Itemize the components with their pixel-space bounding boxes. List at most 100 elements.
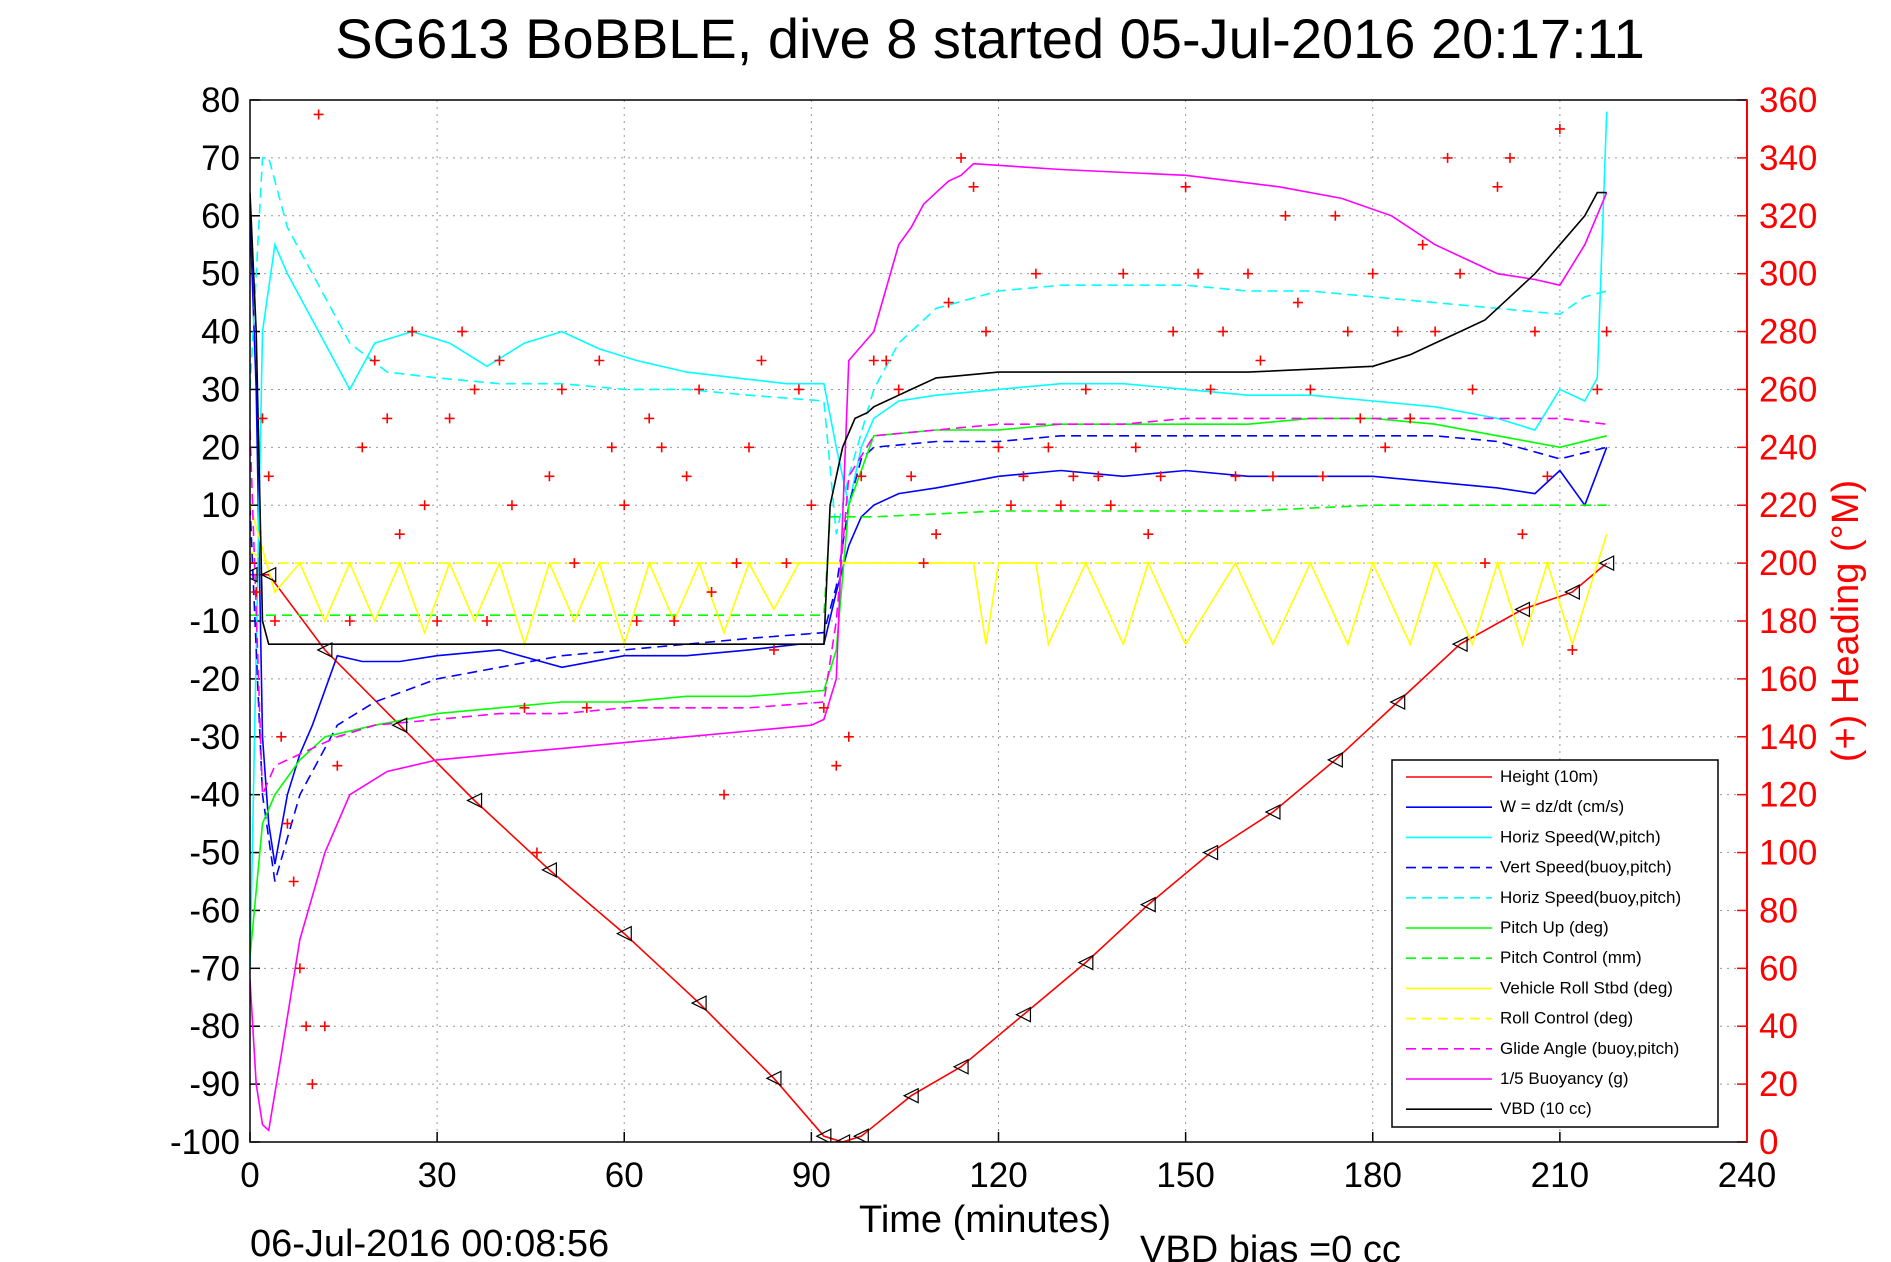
x-tick-label: 90	[792, 1156, 831, 1195]
heading-point	[1342, 326, 1353, 337]
y-tick-label: 60	[201, 197, 240, 236]
heading-point	[1255, 355, 1266, 366]
heading-point	[1305, 384, 1316, 395]
heading-point	[288, 876, 299, 887]
heading-point	[1467, 384, 1478, 395]
right-y-tick-label: 360	[1759, 81, 1817, 120]
series-line-height-10m	[250, 562, 1608, 1142]
heading-point	[981, 326, 992, 337]
y-tick-label: -90	[189, 1065, 240, 1104]
x-axis-label: Time (minutes)	[859, 1199, 1111, 1241]
heading-point	[1417, 239, 1428, 250]
heading-point	[706, 587, 717, 598]
right-y-tick-label: 100	[1759, 834, 1817, 873]
height-marker	[1514, 601, 1531, 618]
height-marker	[902, 1087, 919, 1104]
heading-point	[250, 558, 255, 569]
series-line-horiz-speed-buoy-pitch	[250, 157, 1607, 535]
heading-point	[531, 847, 542, 858]
heading-point	[1601, 326, 1612, 337]
series-line-vehicle-roll-stbd-deg	[250, 504, 1608, 647]
heading-point	[1093, 471, 1104, 482]
heading-point	[968, 181, 979, 192]
heading-point	[1180, 181, 1191, 192]
x-tick-label: 0	[240, 1156, 259, 1195]
legend-label: Glide Angle (buoy,pitch)	[1500, 1039, 1679, 1058]
heading-point	[569, 558, 580, 569]
footer-vbd-bias: VBD bias =0 cc	[1140, 1229, 1401, 1262]
y-tick-label: -10	[189, 602, 240, 641]
heading-point	[694, 384, 705, 395]
y-tick-labels: 80 70 60 50 40 30 20 10 0 -10 -20 -30 -40 -50 -60 -70 -8…	[170, 81, 260, 1162]
heading-point	[644, 413, 655, 424]
right-y-tick-labels: 3603403203002802602402202001801601401201…	[1737, 81, 1817, 1162]
heading-point	[1380, 442, 1391, 453]
chart-title: SG613 BoBBLE, dive 8 started 05-Jul-2016…	[335, 7, 1645, 70]
heading-point	[893, 384, 904, 395]
heading-point	[1367, 268, 1378, 279]
heading-point	[1205, 384, 1216, 395]
height-marker	[1202, 844, 1219, 861]
heading-point	[1055, 500, 1066, 511]
heading-point	[1155, 471, 1166, 482]
legend-label: Horiz Speed(W,pitch)	[1500, 827, 1661, 846]
heading-point	[519, 702, 530, 713]
height-marker	[541, 861, 558, 878]
heading-point	[681, 471, 692, 482]
heading-point	[1130, 442, 1141, 453]
heading-point	[1068, 471, 1079, 482]
series-line-vbd-10-cc	[250, 191, 1607, 646]
y-tick-label: -30	[189, 718, 240, 757]
legend-label: Pitch Up (deg)	[1500, 918, 1609, 937]
height-marker	[1139, 896, 1156, 913]
heading-point	[843, 731, 854, 742]
heading-point	[619, 500, 630, 511]
right-y-tick-label: 0	[1759, 1123, 1778, 1162]
heading-point	[556, 384, 567, 395]
height-marker	[1264, 804, 1281, 821]
right-y-tick-label: 320	[1759, 197, 1817, 236]
right-y-tick-label: 340	[1759, 139, 1817, 178]
x-tick-label: 240	[1718, 1156, 1776, 1195]
right-y-tick-label: 260	[1759, 370, 1817, 409]
heading-point	[313, 109, 324, 120]
heading-point	[1405, 413, 1416, 424]
height-marker	[815, 1128, 832, 1142]
x-tick-label: 150	[1156, 1156, 1214, 1195]
heading-point	[918, 558, 929, 569]
height-marker	[1564, 584, 1580, 601]
right-y-tick-label: 240	[1759, 428, 1817, 467]
y-tick-label: 40	[201, 313, 240, 352]
heading-point	[494, 355, 505, 366]
heading-point	[544, 471, 555, 482]
right-y-tick-label: 200	[1759, 544, 1817, 583]
heading-point	[407, 326, 418, 337]
height-marker	[1598, 555, 1615, 572]
legend-label: Vert Speed(buoy,pitch)	[1500, 858, 1672, 877]
heading-point	[1280, 210, 1291, 221]
series-line-horiz-speed-w-pitch	[250, 111, 1608, 969]
heading-point	[756, 355, 767, 366]
right-y-tick-label: 60	[1759, 949, 1798, 988]
heading-point	[1267, 471, 1278, 482]
heading-point	[1043, 442, 1054, 453]
heading-point	[469, 384, 480, 395]
heading-point	[931, 529, 942, 540]
heading-point	[457, 326, 468, 337]
heading-point	[369, 355, 380, 366]
heading-point	[1517, 529, 1528, 540]
y-tick-label: -40	[189, 776, 240, 815]
heading-point	[251, 587, 262, 598]
heading-point	[1542, 471, 1553, 482]
height-marker	[260, 566, 277, 583]
heading-point	[719, 789, 730, 800]
height-marker	[1015, 1006, 1032, 1023]
y-tick-label: 80	[201, 81, 240, 120]
heading-point	[1554, 123, 1565, 134]
y-tick-label: 50	[201, 255, 240, 294]
x-tick-label: 30	[418, 1156, 457, 1195]
heading-point	[1243, 268, 1253, 279]
heading-point	[1193, 268, 1204, 279]
heading-point	[1492, 181, 1503, 192]
